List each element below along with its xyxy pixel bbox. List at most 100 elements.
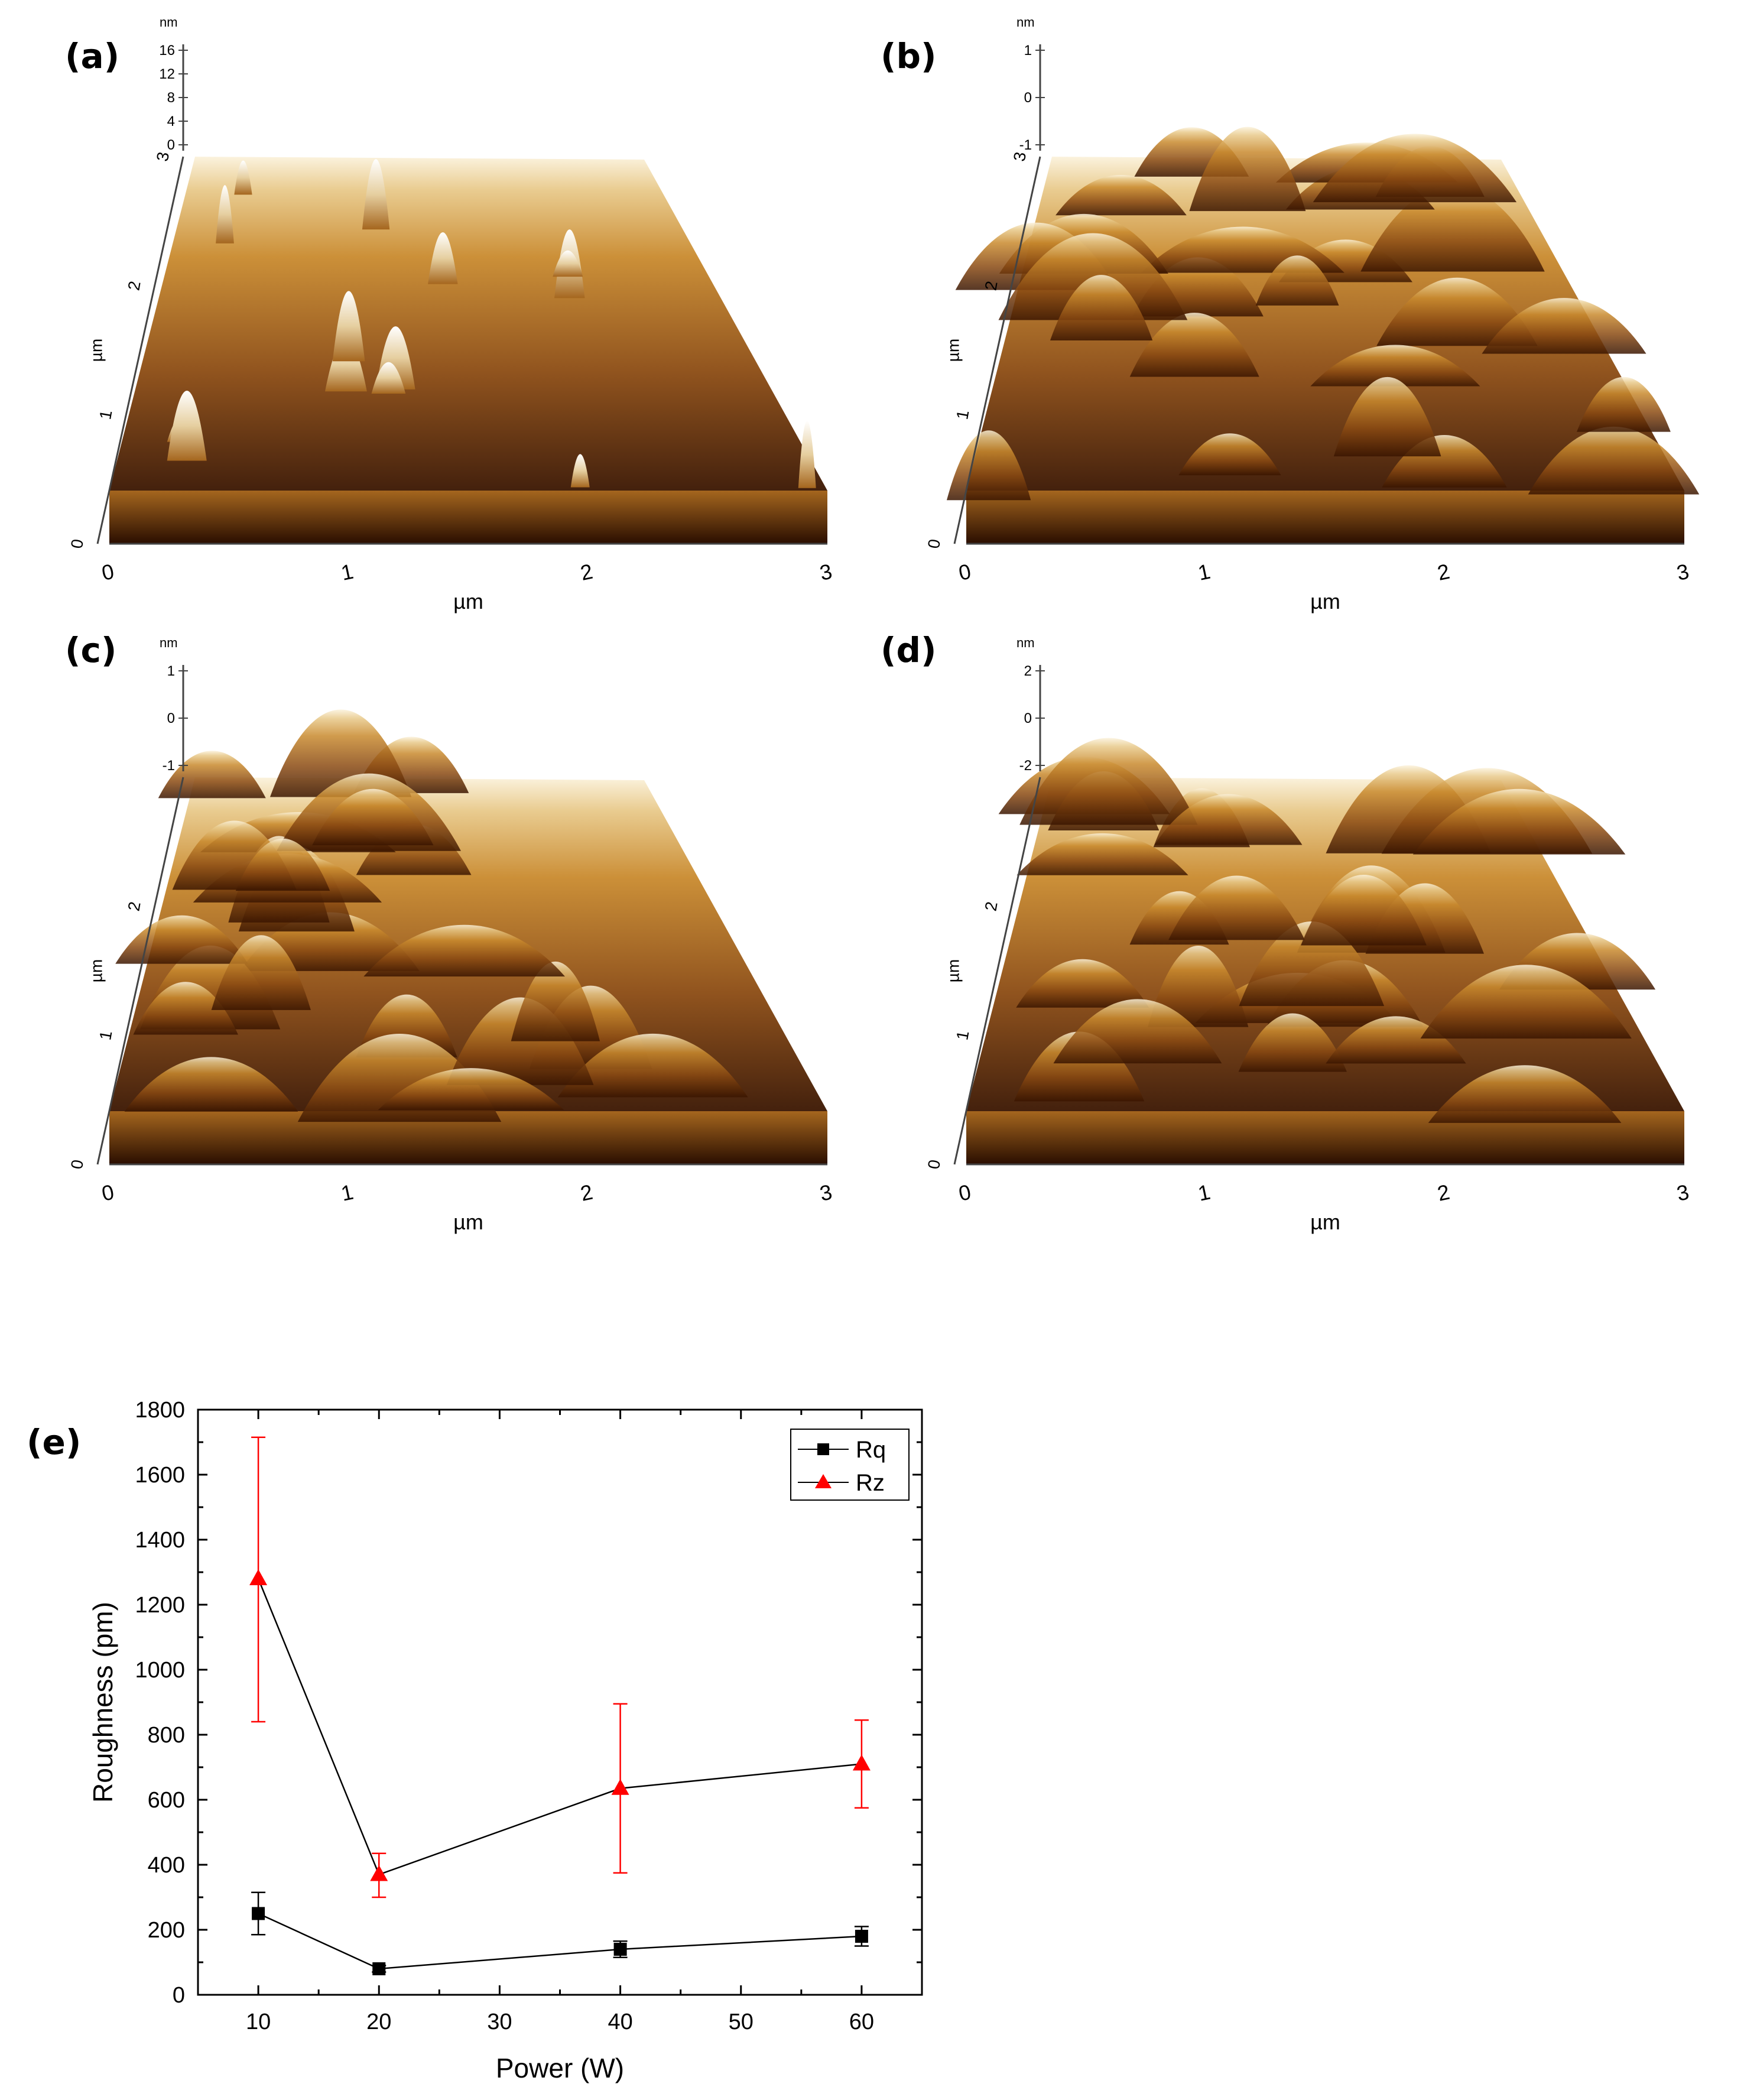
surface-spike xyxy=(371,362,406,394)
data-point-Rz xyxy=(370,1865,388,1881)
z-unit-label: nm xyxy=(160,635,178,650)
surface-hill xyxy=(1050,275,1153,341)
y-tick-label: 2 xyxy=(982,900,1001,913)
x-tick-label: 0 xyxy=(99,559,116,585)
z-tick-label: -1 xyxy=(1019,137,1032,153)
surface-hill xyxy=(1412,788,1626,855)
y-tick-label: 1 xyxy=(96,408,115,421)
surface-hill xyxy=(1310,345,1480,387)
surface-spike xyxy=(234,160,252,195)
legend-label: Rq xyxy=(856,1437,886,1463)
panel-label: (a) xyxy=(65,36,119,76)
series-line-Rz xyxy=(257,1578,862,1876)
surface-spike xyxy=(216,185,234,244)
surface-hill xyxy=(1577,376,1671,432)
x-tick-label: 3 xyxy=(1674,559,1691,585)
series-line-Rq xyxy=(258,1913,862,1970)
surface-hill xyxy=(1482,298,1646,354)
x-axis-label: µm xyxy=(1310,1210,1340,1234)
surface-hill xyxy=(557,1033,748,1098)
y-tick-label: 3 xyxy=(153,151,173,163)
afm-panel-d: 0 1 2 3 µm 0 1 2 µm 2 0 -2 nm (d) xyxy=(881,630,1691,1234)
y-axis-line xyxy=(96,777,184,1165)
legend-marker xyxy=(817,1443,829,1455)
x-axis-label: µm xyxy=(453,1210,483,1234)
x-axis-label: µm xyxy=(453,589,483,614)
y-tick-label: 2 xyxy=(982,280,1001,292)
afm-panel-c: 0 1 2 3 µm 0 1 2 µm 1 0 -1 nm (c) xyxy=(65,630,834,1234)
x-tick-label: 3 xyxy=(1674,1180,1691,1206)
data-point-Rz xyxy=(611,1778,629,1795)
surface-spike xyxy=(553,250,583,277)
surface-hill xyxy=(1255,255,1339,306)
x-tick-label: 0 xyxy=(956,1180,973,1206)
x-tick-label: 50 xyxy=(729,2010,754,2034)
surface-hill xyxy=(1333,376,1441,457)
y-tick-label: 0 xyxy=(924,1158,944,1171)
panel-label: (b) xyxy=(881,36,937,76)
surface-hill xyxy=(1178,433,1281,476)
surface-hill xyxy=(312,788,434,846)
x-tick-label: 3 xyxy=(817,559,834,585)
x-tick-label: 40 xyxy=(608,2010,632,2034)
x-tick-label: 0 xyxy=(956,559,973,585)
y-tick-label: 1 xyxy=(96,1029,115,1041)
surface-hill xyxy=(363,924,565,977)
z-unit-label: nm xyxy=(160,15,178,30)
surface-hill xyxy=(1016,833,1188,875)
surface-hill xyxy=(1528,426,1700,495)
y-tick-label: 2 xyxy=(125,280,144,292)
x-axis-label: Power (W) xyxy=(496,2053,624,2083)
surface-hill xyxy=(1053,999,1222,1064)
x-tick-label: 2 xyxy=(578,1180,595,1206)
surface-spike xyxy=(362,159,390,230)
z-tick-label: 0 xyxy=(1024,710,1032,726)
surface-hill xyxy=(1016,959,1149,1008)
surface-hill xyxy=(1056,175,1187,216)
panel-label: (e) xyxy=(27,1422,81,1462)
surface-hill xyxy=(1301,875,1427,946)
x-axis-label: µm xyxy=(1310,589,1340,614)
z-tick-label: 16 xyxy=(159,43,175,59)
surface-hill xyxy=(115,915,248,964)
y-axis-label: µm xyxy=(87,339,106,362)
surface-hill xyxy=(1376,277,1538,346)
panel-label: (c) xyxy=(65,630,116,670)
surface-hill xyxy=(1129,313,1259,377)
z-tick-label: 1 xyxy=(167,663,175,679)
z-tick-label: 4 xyxy=(167,113,175,129)
y-axis-label: µm xyxy=(87,959,106,982)
z-tick-label: -2 xyxy=(1019,758,1032,774)
x-tick-label: 20 xyxy=(366,2010,391,2034)
surface-skirt xyxy=(966,1111,1684,1164)
surface-spike xyxy=(428,232,458,284)
x-tick-label: 30 xyxy=(487,2010,512,2034)
z-tick-label: 8 xyxy=(167,90,175,106)
surface-hill xyxy=(124,1057,298,1112)
x-tick-label: 2 xyxy=(1435,559,1451,585)
x-tick-label: 0 xyxy=(99,1180,116,1206)
z-tick-label: 2 xyxy=(1024,663,1032,679)
y-axis-line xyxy=(96,156,184,544)
legend-marker xyxy=(815,1474,832,1488)
y-tick-label: 400 xyxy=(148,1853,185,1878)
z-unit-label: nm xyxy=(1016,635,1035,650)
x-tick-label: 1 xyxy=(1196,1180,1212,1206)
y-tick-label: 1200 xyxy=(135,1593,185,1618)
y-axis-line xyxy=(953,156,1041,544)
x-tick-label: 60 xyxy=(849,2010,874,2034)
legend-label: Rz xyxy=(856,1470,885,1496)
panel-label: (d) xyxy=(881,630,937,670)
x-tick-label: 2 xyxy=(1435,1180,1451,1206)
y-axis-line xyxy=(953,777,1041,1165)
surface-spike xyxy=(332,291,365,362)
surface-hill xyxy=(1168,875,1305,940)
surface-spike xyxy=(798,420,816,488)
data-point-Rz xyxy=(249,1569,268,1585)
data-point-Rq xyxy=(372,1962,386,1975)
surface-hill xyxy=(378,1068,564,1111)
roughness-chart: 10 20 30 40 50 600200400600800100012001400160… xyxy=(27,1398,923,2083)
surface-spike xyxy=(570,454,590,488)
